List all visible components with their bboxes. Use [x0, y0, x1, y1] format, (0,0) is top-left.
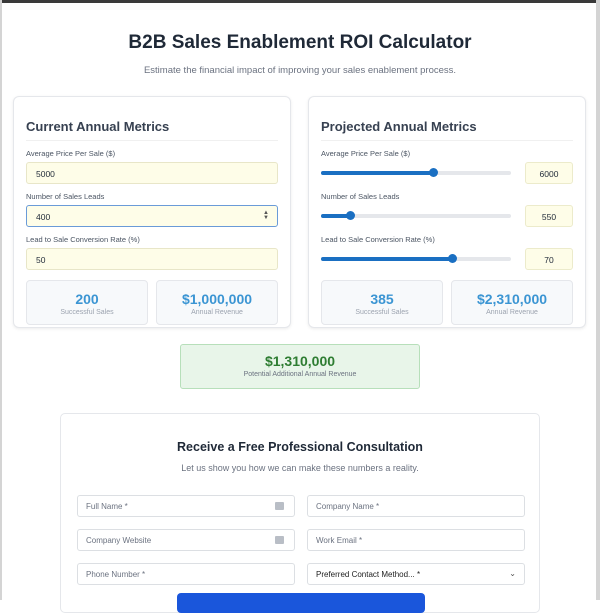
rate-label: Lead to Sale Conversion Rate (%): [26, 235, 140, 244]
sales-label: Successful Sales: [60, 309, 114, 316]
chevron-down-icon: ⌄: [509, 569, 516, 578]
leads-value: 400: [36, 212, 51, 222]
current-revenue-stat: $1,000,000 Annual Revenue: [156, 280, 278, 325]
window-left-edge: [0, 0, 2, 600]
placeholder: Company Website: [86, 536, 152, 545]
additional-revenue-box: $1,310,000 Potential Additional Annual R…: [180, 344, 420, 389]
rate-label: Lead to Sale Conversion Rate (%): [321, 235, 435, 244]
projected-price-input[interactable]: 6000: [525, 162, 573, 184]
page-subtitle: Estimate the financial impact of improvi…: [143, 65, 457, 76]
current-metrics-card: Current Annual Metrics Average Price Per…: [13, 96, 291, 328]
company-name-input[interactable]: Company Name *: [307, 495, 525, 517]
sales-value: 385: [370, 291, 394, 307]
page-title: B2B Sales Enablement ROI Calculator: [128, 32, 472, 53]
card-title: Projected Annual Metrics: [321, 119, 573, 141]
price-label: Average Price Per Sale ($): [26, 149, 116, 158]
work-email-input[interactable]: Work Email *: [307, 529, 525, 551]
revenue-label: Annual Revenue: [191, 309, 243, 316]
revenue-value: $1,000,000: [181, 291, 253, 307]
full-name-input[interactable]: Full Name *: [77, 495, 295, 517]
form-subtitle: Let us show you how we can make these nu…: [181, 463, 419, 473]
current-rate-input[interactable]: 50: [26, 248, 278, 270]
revenue-value: $2,310,000: [476, 291, 548, 307]
projected-metrics-card: Projected Annual Metrics Average Price P…: [308, 96, 586, 328]
additional-revenue-value: $1,310,000: [264, 353, 336, 369]
selected-option: Preferred Contact Method... *: [316, 570, 421, 579]
autofill-icon[interactable]: [275, 502, 284, 510]
spinner-icon[interactable]: ▲ ▼: [263, 210, 269, 221]
contact-method-select[interactable]: Preferred Contact Method... * ⌄: [307, 563, 525, 585]
form-title: Receive a Free Professional Consultation: [177, 440, 423, 454]
slider-thumb[interactable]: [345, 211, 355, 220]
price-label: Average Price Per Sale ($): [321, 149, 411, 158]
autofill-icon[interactable]: [275, 536, 284, 544]
projected-revenue-stat: $2,310,000 Annual Revenue: [451, 280, 573, 325]
scrollbar-track[interactable]: [596, 0, 600, 600]
price-slider[interactable]: [321, 168, 511, 177]
projected-sales-stat: 385 Successful Sales: [321, 280, 443, 325]
submit-button[interactable]: [177, 593, 425, 613]
leads-slider[interactable]: [321, 211, 511, 220]
placeholder: Full Name *: [86, 502, 128, 511]
leads-label: Number of Sales Leads: [321, 192, 400, 201]
slider-thumb[interactable]: [429, 168, 439, 177]
slider-thumb[interactable]: [448, 254, 458, 263]
leads-label: Number of Sales Leads: [26, 192, 105, 201]
sales-value: 200: [75, 291, 99, 307]
phone-input[interactable]: Phone Number *: [77, 563, 295, 585]
company-website-input[interactable]: Company Website: [77, 529, 295, 551]
window-top-edge: [0, 0, 600, 3]
additional-revenue-label: Potential Additional Annual Revenue: [243, 371, 357, 378]
projected-rate-input[interactable]: 70: [525, 248, 573, 270]
current-leads-input[interactable]: 400 ▲ ▼: [26, 205, 278, 227]
projected-leads-input[interactable]: 550: [525, 205, 573, 227]
sales-label: Successful Sales: [355, 309, 409, 316]
consultation-form: Receive a Free Professional Consultation…: [60, 413, 540, 613]
current-price-input[interactable]: 5000: [26, 162, 278, 184]
current-sales-stat: 200 Successful Sales: [26, 280, 148, 325]
rate-slider[interactable]: [321, 254, 511, 263]
revenue-label: Annual Revenue: [486, 309, 538, 316]
card-title: Current Annual Metrics: [26, 119, 278, 141]
